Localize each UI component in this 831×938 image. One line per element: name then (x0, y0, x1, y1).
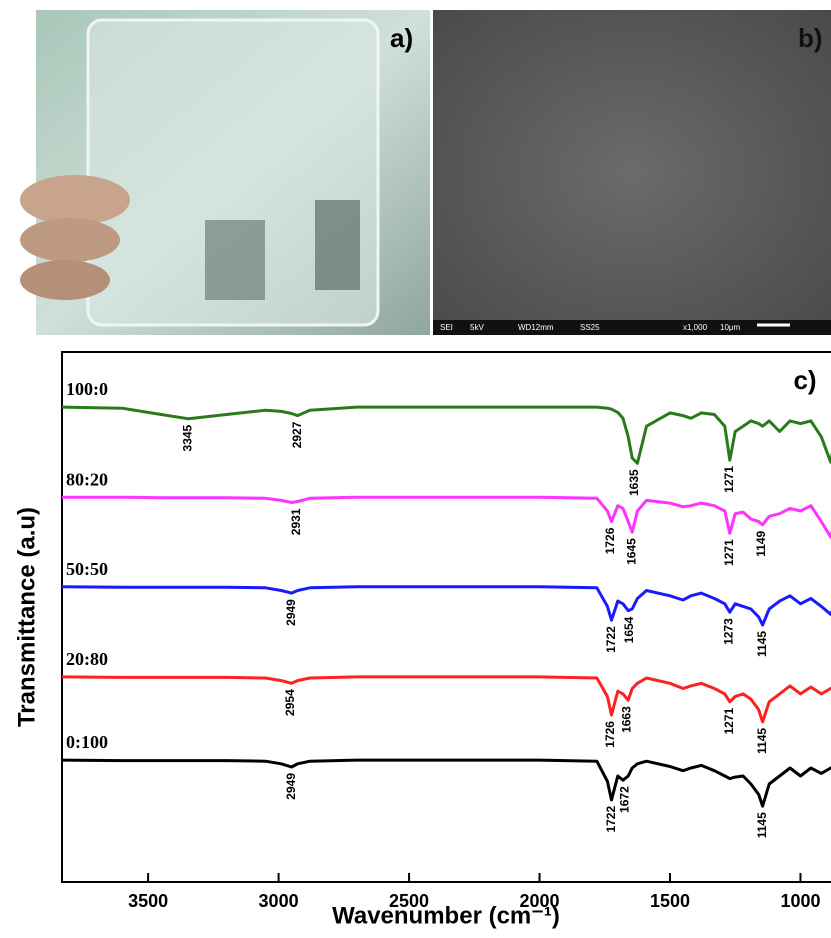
peak-label: 2949 (284, 599, 298, 626)
peak-label: 2927 (290, 421, 304, 448)
peak-label: 1273 (721, 618, 735, 645)
panel-label: c) (793, 365, 816, 395)
peak-label: 1145 (755, 812, 769, 838)
series-label: 80:20 (66, 469, 108, 489)
series-label: 100:0 (66, 379, 108, 399)
x-tick-label: 1500 (650, 891, 690, 911)
series-label: 20:80 (66, 649, 108, 669)
spectrum-line (61, 758, 831, 808)
peak-label: 1271 (722, 466, 736, 493)
peak-label: 1271 (722, 707, 736, 734)
spectrum-line (62, 495, 831, 539)
series-label: 50:50 (66, 559, 108, 579)
sem-panel: b) (433, 10, 831, 335)
peak-label: 1149 (754, 530, 768, 556)
x-axis-label: Wavenumber (cm⁻¹) (332, 902, 560, 929)
sem-info: 10μm (720, 323, 741, 332)
x-tick-label: 1000 (780, 891, 820, 911)
peak-label: 1645 (624, 538, 638, 565)
peak-label: 1672 (617, 786, 631, 813)
peak-label: 1663 (620, 706, 634, 733)
sem-info: 5kV (470, 323, 484, 332)
x-tick-label: 3500 (128, 891, 168, 911)
peak-label: 3345 (181, 424, 195, 451)
sem-info: WD12mm (518, 323, 554, 332)
peak-label: 2954 (283, 689, 297, 716)
x-tick-label: 2500 (389, 891, 429, 911)
sem-info: SS25 (580, 323, 600, 332)
peak-label: 1145 (755, 631, 769, 657)
peak-label: 1635 (627, 469, 641, 496)
peak-label: 1271 (722, 539, 736, 566)
y-axis-label: Transmittance (a.u) (13, 507, 40, 727)
ftir-chart: c) Wavenumber (cm⁻¹) Transmittance (a.u) (13, 351, 831, 929)
peak-label: 1726 (603, 527, 617, 554)
spectrum-line (61, 585, 831, 627)
spectrum-line (61, 405, 831, 465)
spectrum-line (61, 675, 831, 724)
photo-panel: a) (20, 10, 430, 335)
x-tick-label: 3000 (259, 891, 299, 911)
x-tick-label: 2000 (520, 891, 560, 911)
sem-info: SEI (440, 323, 453, 332)
peak-label: 2931 (289, 508, 303, 535)
peak-label: 1722 (604, 806, 618, 833)
panel-label: b) (798, 23, 823, 53)
peak-label: 1145 (755, 728, 769, 754)
peak-label: 1722 (604, 626, 618, 653)
panel-label: a) (390, 23, 413, 53)
peak-label: 2949 (284, 773, 298, 800)
peak-label: 1654 (622, 616, 636, 643)
sem-info: x1,000 (683, 323, 708, 332)
peak-label: 1726 (603, 721, 617, 748)
series-label: 0:100 (66, 732, 108, 752)
